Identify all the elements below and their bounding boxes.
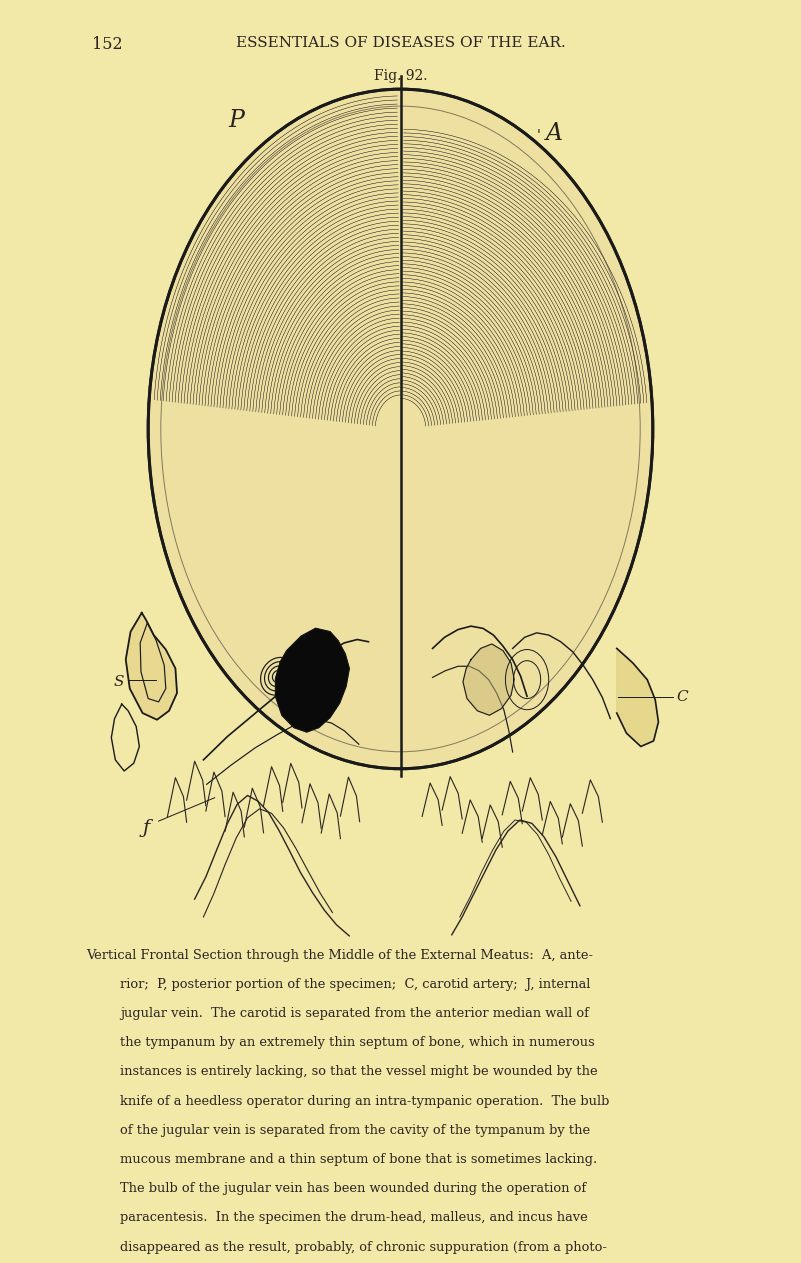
Text: ƒ: ƒ [143, 818, 151, 837]
Polygon shape [126, 613, 177, 720]
Polygon shape [276, 629, 349, 733]
Polygon shape [617, 648, 658, 746]
Text: A: A [545, 123, 563, 145]
Polygon shape [463, 644, 514, 715]
Text: Vertical Frontal Section through the Middle of the External Meatus:  A, ante-: Vertical Frontal Section through the Mid… [87, 949, 594, 961]
Text: mucous membrane and a thin septum of bone that is sometimes lacking.: mucous membrane and a thin septum of bon… [120, 1153, 598, 1166]
Text: rior;  P, posterior portion of the specimen;  C, carotid artery;  J, internal: rior; P, posterior portion of the specim… [120, 978, 590, 991]
Text: ': ' [537, 129, 540, 143]
Text: P: P [228, 109, 244, 131]
Text: knife of a heedless operator during an intra-tympanic operation.  The bulb: knife of a heedless operator during an i… [120, 1095, 610, 1108]
Text: the tympanum by an extremely thin septum of bone, which in numerous: the tympanum by an extremely thin septum… [120, 1036, 595, 1050]
Text: of the jugular vein is separated from the cavity of the tympanum by the: of the jugular vein is separated from th… [120, 1124, 590, 1137]
Text: instances is entirely lacking, so that the vessel might be wounded by the: instances is entirely lacking, so that t… [120, 1066, 598, 1079]
Text: C: C [677, 691, 688, 705]
Text: The bulb of the jugular vein has been wounded during the operation of: The bulb of the jugular vein has been wo… [120, 1182, 586, 1195]
Text: jugular vein.  The carotid is separated from the anterior median wall of: jugular vein. The carotid is separated f… [120, 1007, 590, 1021]
Text: ESSENTIALS OF DISEASES OF THE EAR.: ESSENTIALS OF DISEASES OF THE EAR. [235, 35, 566, 49]
Text: Fig. 92.: Fig. 92. [374, 69, 427, 83]
Ellipse shape [148, 90, 653, 769]
Text: paracentesis.  In the specimen the drum-head, malleus, and incus have: paracentesis. In the specimen the drum-h… [120, 1211, 588, 1224]
Text: disappeared as the result, probably, of chronic suppuration (from a photo-: disappeared as the result, probably, of … [120, 1240, 607, 1254]
Text: S: S [113, 674, 124, 688]
Text: 152: 152 [92, 35, 123, 53]
